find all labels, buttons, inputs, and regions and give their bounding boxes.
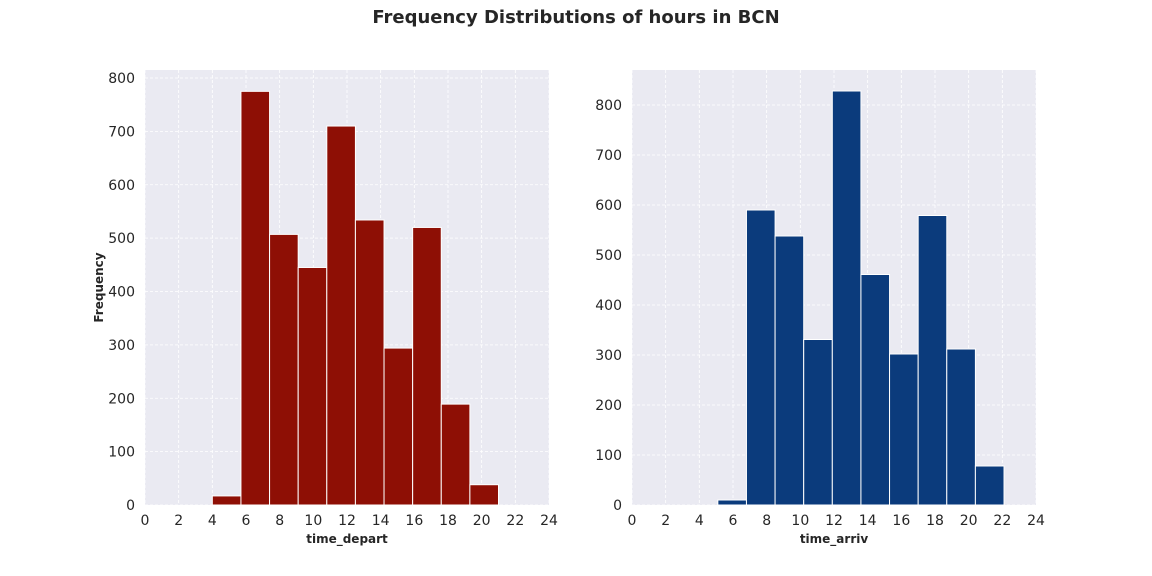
histogram-bar bbox=[297, 266, 328, 506]
y-tick-label: 100 bbox=[108, 445, 135, 461]
histogram-bar bbox=[803, 339, 833, 506]
histogram-bar bbox=[946, 348, 976, 506]
y-tick-label: 400 bbox=[108, 285, 135, 301]
y-tick-label: 300 bbox=[595, 348, 622, 364]
x-tick-label: 10 bbox=[304, 513, 322, 529]
y-tick-label: 800 bbox=[595, 98, 622, 114]
y-tick-label: 800 bbox=[108, 71, 135, 87]
x-tick-label: 20 bbox=[473, 513, 491, 529]
x-tick-label: 0 bbox=[141, 513, 150, 529]
histogram-bar bbox=[240, 90, 271, 506]
histogram-bar bbox=[774, 235, 805, 506]
x-tick-label: 4 bbox=[208, 513, 217, 529]
x-tick-label: 16 bbox=[892, 513, 910, 529]
y-tick-label: 500 bbox=[595, 248, 622, 264]
x-tick-label: 14 bbox=[372, 513, 390, 529]
x-tick-label: 18 bbox=[439, 513, 457, 529]
histogram-bar bbox=[211, 495, 242, 506]
histogram-bar bbox=[383, 347, 414, 506]
y-tick-label: 600 bbox=[595, 198, 622, 214]
x-tick-label: 22 bbox=[993, 513, 1011, 529]
x-tick-label: 12 bbox=[338, 513, 356, 529]
histogram-bar bbox=[860, 274, 891, 506]
y-tick-label: 600 bbox=[108, 178, 135, 194]
x-tick-label: 24 bbox=[540, 513, 558, 529]
histogram-bar bbox=[717, 499, 747, 506]
histogram-bar bbox=[326, 125, 356, 506]
histogram-bar bbox=[440, 403, 471, 506]
y-tick-label: 700 bbox=[108, 124, 135, 140]
x-tick-label: 18 bbox=[926, 513, 944, 529]
y-tick-label: 400 bbox=[595, 298, 622, 314]
x-tick-label: 0 bbox=[628, 513, 637, 529]
y-tick-label: 100 bbox=[595, 448, 622, 464]
x-tick-label: 8 bbox=[762, 513, 771, 529]
x-axis-label: time_depart bbox=[306, 532, 388, 547]
y-tick-label: 700 bbox=[595, 148, 622, 164]
histogram-bar bbox=[412, 226, 442, 506]
y-tick-label: 200 bbox=[108, 391, 135, 407]
histogram-bar bbox=[831, 90, 862, 506]
x-tick-label: 8 bbox=[275, 513, 284, 529]
figure-title: Frequency Distributions of hours in BCN bbox=[372, 7, 780, 28]
histogram-bar bbox=[469, 484, 499, 506]
y-axis-label: Frequency bbox=[92, 252, 106, 322]
x-tick-label: 24 bbox=[1027, 513, 1045, 529]
y-tick-label: 500 bbox=[108, 231, 135, 247]
x-tick-label: 22 bbox=[506, 513, 524, 529]
x-tick-label: 2 bbox=[661, 513, 670, 529]
x-tick-label: 4 bbox=[695, 513, 704, 529]
histogram-bar bbox=[917, 215, 948, 506]
x-tick-label: 2 bbox=[174, 513, 183, 529]
histogram-bar bbox=[889, 353, 919, 506]
y-tick-label: 300 bbox=[108, 338, 135, 354]
x-tick-label: 6 bbox=[729, 513, 738, 529]
histogram-bar bbox=[354, 219, 385, 506]
y-tick-label: 0 bbox=[613, 498, 622, 514]
x-tick-label: 10 bbox=[791, 513, 809, 529]
x-tick-label: 12 bbox=[825, 513, 843, 529]
histogram-bar bbox=[269, 233, 299, 506]
x-tick-label: 16 bbox=[405, 513, 423, 529]
x-tick-label: 14 bbox=[859, 513, 877, 529]
histogram-bar bbox=[974, 465, 1005, 506]
y-tick-label: 200 bbox=[595, 398, 622, 414]
histogram-bar bbox=[745, 209, 776, 506]
x-tick-label: 6 bbox=[242, 513, 251, 529]
x-tick-label: 20 bbox=[960, 513, 978, 529]
y-tick-label: 0 bbox=[126, 498, 135, 514]
x-axis-label: time_arriv bbox=[800, 532, 869, 547]
